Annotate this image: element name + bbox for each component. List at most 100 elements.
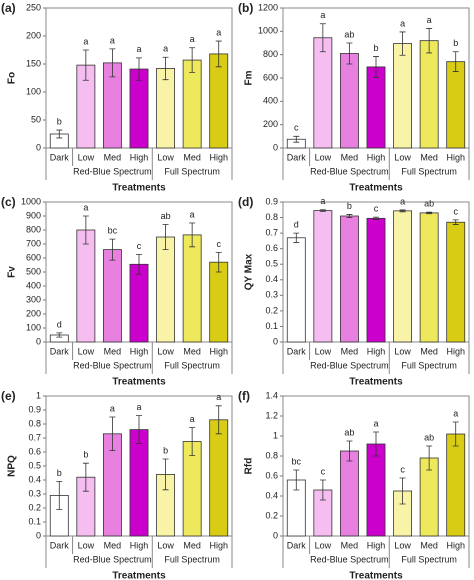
y-tick-label: 0.4 [265,490,278,500]
error-bar [162,224,169,250]
bar [446,61,466,149]
y-tick-label: 0.9 [265,196,278,206]
group-label: Full Spectrum [164,360,220,370]
y-tick-label: 0.6 [265,470,278,480]
bar [393,43,413,149]
group-label: Full Spectrum [401,554,457,564]
x-tick-label: Med [104,152,122,162]
y-tick-label: 0.2 [28,502,41,512]
error-bar [56,129,63,139]
group-label: Red-Blue Spectrum [310,166,389,176]
x-tick-label: High [130,540,149,550]
y-tick-label: 0.3 [265,290,278,300]
error-bar [56,332,63,338]
error-bar [346,440,353,462]
bar [286,237,306,343]
y-tick-label: 1 [273,430,278,440]
error-bar [189,222,196,248]
significance-letter: b [347,201,352,211]
x-tick-label: Dark [50,346,70,356]
error-bar [319,209,326,212]
bar [156,236,176,343]
y-tick-label: 400 [26,280,41,290]
significance-letter: ab [161,211,171,221]
significance-letter: d [294,219,299,229]
y-tick-label: 0.3 [28,488,41,498]
x-tick-label: Dark [287,346,307,356]
y-tick-label: 0.5 [28,460,41,470]
bar [366,443,386,537]
error-bar [399,477,406,505]
y-tick-label: 100 [26,322,41,332]
group-label: Red-Blue Spectrum [310,554,389,564]
y-axis-label: NPQ [7,455,18,477]
significance-letter: a [136,44,141,54]
x-tick-label: Med [183,152,201,162]
bar [182,59,202,149]
y-tick-label: 0.5 [265,259,278,269]
bar [156,68,176,149]
error-bar [82,49,89,81]
error-bar [452,51,459,72]
significance-letter: c [400,464,405,474]
x-tick-label: Low [78,540,95,550]
x-tick-label: High [446,152,465,162]
significance-letter: a [83,202,88,212]
x-tick-label: Low [78,346,95,356]
y-tick-label: 0 [36,142,41,152]
x-tick-label: High [209,540,228,550]
y-tick-label: 600 [26,252,41,262]
significance-letter: b [163,445,168,455]
error-bar [215,252,222,273]
x-tick-label: Low [315,152,332,162]
x-tick-label: Med [104,540,122,550]
y-tick-label: 200 [263,119,278,129]
x-axis-label: Treatments [112,571,166,580]
error-bar [293,232,300,243]
significance-letter: c [137,241,142,251]
x-axis-label: Treatments [112,377,166,388]
y-tick-label: 0.6 [28,446,41,456]
significance-letter: a [190,209,195,219]
error-bar [399,209,406,213]
bar [446,433,466,537]
significance-letter: c [321,466,326,476]
significance-letter: ab [424,198,434,208]
x-tick-label: Med [420,346,438,356]
x-tick-label: High [130,152,149,162]
error-bar [346,42,353,65]
bar [182,234,202,343]
bar [339,53,359,149]
error-bar [346,214,353,218]
y-axis-label: Fm [244,70,255,85]
bar [366,217,386,343]
significance-letter: ab [344,427,354,437]
y-tick-label: 0.8 [265,450,278,460]
error-bar [373,56,379,78]
y-tick-label: 900 [26,210,41,220]
error-bar [319,23,326,53]
bar [209,419,229,537]
panel-label: (b) [238,1,253,15]
error-bar [215,405,222,435]
error-bar [82,462,89,492]
significance-letter: a [427,15,432,25]
x-tick-label: Med [341,540,359,550]
significance-letter: bc [292,456,302,466]
x-tick-label: Med [104,346,122,356]
x-tick-label: High [367,540,386,550]
y-tick-label: 800 [263,49,278,59]
significance-letter: a [110,403,115,413]
error-bar [136,254,142,275]
y-tick-label: 200 [26,308,41,318]
group-label: Red-Blue Spectrum [73,360,152,370]
y-axis-label: QY Max [244,253,255,290]
x-tick-label: Med [183,540,201,550]
x-tick-label: Low [315,346,332,356]
y-axis-label: Fv [7,266,18,278]
x-tick-label: Low [157,540,174,550]
x-tick-label: Low [315,540,332,550]
significance-letter: a [83,36,88,46]
x-tick-label: High [209,346,228,356]
y-tick-label: 500 [26,266,41,276]
